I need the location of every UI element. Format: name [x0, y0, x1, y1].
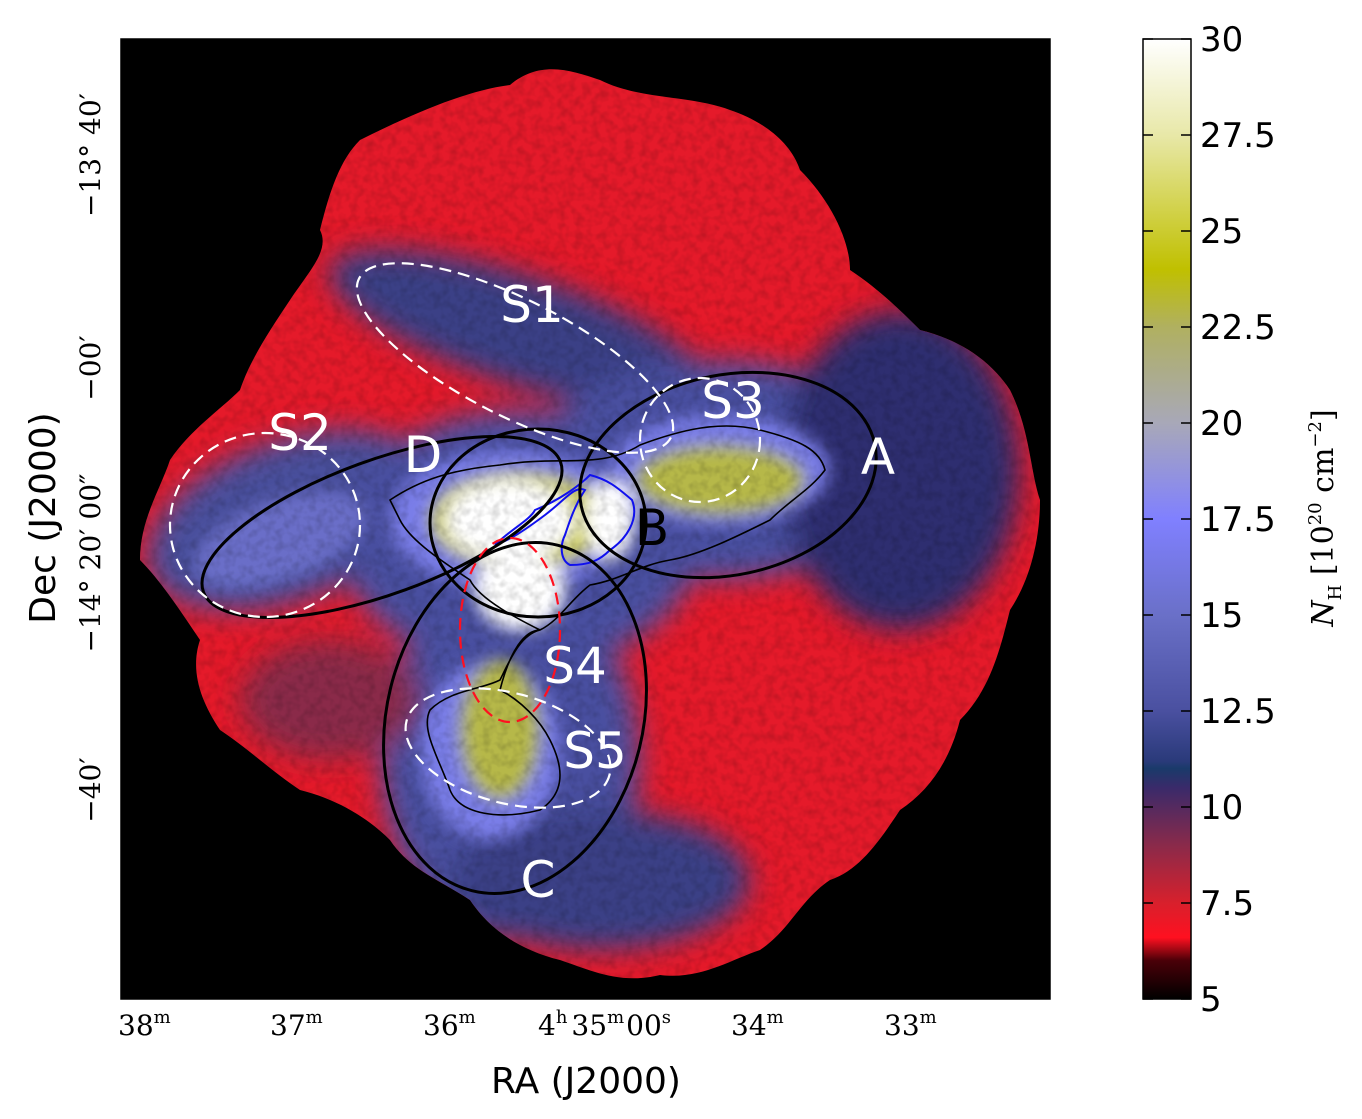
- colorbar-label: NH [1020 cm−2]: [1305, 409, 1346, 627]
- plot-frame: [120, 38, 1051, 1000]
- x-tick-37m: 37m: [270, 1007, 323, 1042]
- black-contours: [388, 425, 826, 816]
- region-S1-ellipse: [355, 262, 675, 454]
- colorbar: 30 27.5 25 22.5 20 17.5 15 12.5 10 7.5 5 NH [1020 …: [1142, 20, 1346, 1020]
- region-S5-ellipse: [404, 687, 612, 809]
- region-C-ellipse: [382, 541, 648, 895]
- colorbar-tick-label: 12.5: [1200, 692, 1276, 732]
- colorbar-tick-label: 5: [1200, 980, 1222, 1020]
- label-S2: S2: [268, 404, 332, 462]
- x-tick-labels: 38m 37m 36m 4h 35m00s 34m 33m: [118, 1007, 937, 1042]
- label-C: C: [521, 851, 556, 909]
- black-regions: [200, 370, 878, 895]
- x-tick-33m: 33m: [884, 1007, 937, 1042]
- y-tick-40: −40′: [74, 757, 107, 822]
- region-S3-ellipse: [638, 376, 762, 504]
- label-D: D: [404, 426, 443, 484]
- y-tick-labels: −13° 40′ −00′ −14° 20′ 00″ −40′: [74, 93, 107, 823]
- label-A: A: [861, 428, 895, 486]
- colorbar-tick-label: 15: [1200, 596, 1243, 636]
- x-axis-label: RA (J2000): [491, 1061, 681, 1102]
- label-S3: S3: [701, 372, 765, 430]
- label-S5: S5: [563, 722, 627, 780]
- y-tick-13-40: −13° 40′: [74, 93, 107, 217]
- label-S4: S4: [543, 637, 607, 695]
- y-tick-00: −00′: [74, 335, 107, 400]
- y-tick-14-20-00: −14° 20′ 00″: [74, 474, 107, 653]
- x-tick-36m: 36m: [423, 1007, 476, 1042]
- colorbar-ticks: 30 27.5 25 22.5 20 17.5 15 12.5 10 7.5 5: [1143, 20, 1276, 1020]
- label-S1: S1: [500, 276, 564, 334]
- region-B-ellipse: [428, 427, 648, 619]
- x-tick-38m: 38m: [118, 1007, 171, 1042]
- colorbar-tick-label: 25: [1200, 212, 1243, 252]
- region-S4-ellipse: [458, 536, 562, 724]
- region-labels: S1 S2 S3 S4 S5 A B C D: [268, 276, 895, 909]
- colorbar-tick-label: 22.5: [1200, 308, 1276, 348]
- colorbar-tick-label: 10: [1200, 788, 1243, 828]
- dashed-regions: [168, 262, 762, 809]
- x-tick-34m: 34m: [731, 1007, 784, 1042]
- blue-contour: [494, 473, 636, 567]
- colorbar-tick-label: 17.5: [1200, 500, 1276, 540]
- colorbar-tick-label: 7.5: [1200, 884, 1254, 924]
- region-A-ellipse: [578, 370, 878, 580]
- region-S2-ellipse: [168, 431, 362, 619]
- colorbar-tick-label: 27.5: [1200, 116, 1276, 156]
- colorbar-tick-label: 20: [1200, 404, 1243, 444]
- colorbar-tick-label: 30: [1200, 20, 1243, 60]
- region-D-ellipse: [200, 435, 564, 619]
- label-B: B: [635, 499, 669, 557]
- x-tick-4h35m00s: 4h 35m00s: [538, 1007, 671, 1042]
- y-axis-label: Dec (J2000): [23, 412, 64, 623]
